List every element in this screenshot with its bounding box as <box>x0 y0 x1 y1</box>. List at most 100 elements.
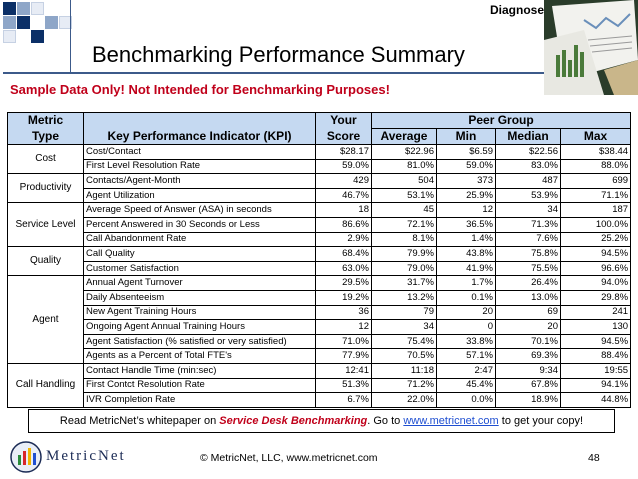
section-label: Diagnose <box>489 3 544 17</box>
header-min: Min <box>436 128 496 145</box>
page-number: 48 <box>588 452 600 464</box>
min-cell: 0.1% <box>436 289 496 306</box>
score-cell: 63.0% <box>315 260 372 277</box>
score-cell: 29.5% <box>315 275 372 291</box>
header-kpi-spacer <box>83 112 316 129</box>
table-row: Agent Annual Agent Turnover 29.5% 31.7% 1.7%… <box>7 275 632 364</box>
average-cell: 70.5% <box>371 348 437 364</box>
score-cell: $28.17 <box>315 144 372 160</box>
kpi-name-cell: Customer Satisfaction <box>83 260 316 277</box>
metric-type-cell: Service Level <box>7 202 84 248</box>
max-cell: 25.2% <box>559 231 632 248</box>
kpi-name-cell: Agent Satisfaction (% satisfied or very … <box>83 333 316 350</box>
max-cell: $38.44 <box>559 144 632 160</box>
logo-wordmark: MetricNet <box>46 448 126 464</box>
max-cell: 29.8% <box>559 289 632 306</box>
median-cell: 75.8% <box>495 246 561 262</box>
average-cell: 79 <box>371 304 437 321</box>
table-row: IVR Completion Rate 6.7% 22.0% 0.0% 18.9% 44.… <box>8 392 632 408</box>
average-cell: 79.9% <box>371 246 437 262</box>
median-cell: 83.0% <box>495 158 561 175</box>
page-title: Benchmarking Performance Summary <box>92 42 465 67</box>
table-row: Agent Satisfaction (% satisfied or very … <box>8 333 632 350</box>
header-metric-line2: Type <box>7 128 84 145</box>
max-cell: 94.5% <box>559 246 632 262</box>
min-cell: 1.7% <box>436 275 496 291</box>
header-peer-group: Peer Group <box>370 112 632 129</box>
metricnet-link[interactable]: www.metricnet.com <box>403 415 499 427</box>
min-cell: 1.4% <box>436 231 496 248</box>
min-cell: 33.8% <box>436 333 496 350</box>
median-cell: 13.0% <box>495 289 561 306</box>
median-cell: 71.3% <box>495 216 561 233</box>
average-cell: 504 <box>371 173 437 189</box>
score-cell: 86.6% <box>315 216 372 233</box>
max-cell: 94.0% <box>559 275 632 291</box>
table-row: Quality Call Quality 68.4% 79.9% 43.8% 75.8% 9… <box>7 246 632 277</box>
average-cell: 31.7% <box>371 275 437 291</box>
header-median: Median <box>495 128 561 145</box>
metric-type-cell: Call Handling <box>7 362 84 408</box>
kpi-summary-table: Metric Your Peer Group Type Key Performa… <box>7 112 632 408</box>
table-row: Agent Utilization 46.7% 53.1% 25.9% 53.9% 71.… <box>8 187 632 204</box>
average-cell: 8.1% <box>371 231 437 248</box>
score-cell: 12 <box>315 319 372 335</box>
max-cell: 19:55 <box>559 362 632 379</box>
table-row: Call Handling Contact Handle Time (min:se… <box>7 362 632 408</box>
table-row: New Agent Training Hours 36 79 20 69 241 <box>8 304 632 321</box>
score-cell: 59.0% <box>315 158 372 175</box>
kpi-table-body: Cost Cost/Contact $28.17 $22.96 $6.59 $22.56 $… <box>7 143 632 408</box>
average-cell: 72.1% <box>371 216 437 233</box>
median-cell: 34 <box>495 202 561 218</box>
average-cell: 75.4% <box>371 333 437 350</box>
copyright-text: © MetricNet, LLC, www.metricnet.com <box>200 452 378 464</box>
header-your-line1: Your <box>315 112 372 129</box>
score-cell: 36 <box>315 304 372 321</box>
average-cell: 79.0% <box>371 260 437 277</box>
min-cell: 45.4% <box>436 377 496 394</box>
median-cell: 7.6% <box>495 231 561 248</box>
median-cell: 9:34 <box>495 362 561 379</box>
kpi-name-cell: Call Abandonment Rate <box>83 231 316 248</box>
max-cell: 96.6% <box>559 260 632 277</box>
median-cell: 75.5% <box>495 260 561 277</box>
table-row: Productivity Contacts/Agent-Month 429 504 37… <box>7 173 632 204</box>
header-max: Max <box>559 128 632 145</box>
max-cell: 100.0% <box>559 216 632 233</box>
score-cell: 18 <box>315 202 372 218</box>
score-cell: 12:41 <box>315 362 372 379</box>
median-cell: 67.8% <box>495 377 561 394</box>
report-photo <box>544 0 638 95</box>
median-cell: 487 <box>495 173 561 189</box>
table-row: Cost Cost/Contact $28.17 $22.96 $6.59 $22.56 $… <box>7 143 632 175</box>
kpi-name-cell: Percent Answered in 30 Seconds or Less <box>83 216 316 233</box>
score-cell: 6.7% <box>315 392 372 408</box>
kpi-name-cell: Call Quality <box>83 246 316 262</box>
kpi-name-cell: Ongoing Agent Annual Training Hours <box>83 319 316 335</box>
min-cell: 41.9% <box>436 260 496 277</box>
min-cell: 12 <box>436 202 496 218</box>
kpi-name-cell: Agent Utilization <box>83 187 316 204</box>
table-row: Agents as a Percent of Total FTE's 77.9% 7… <box>8 348 632 364</box>
max-cell: 187 <box>559 202 632 218</box>
median-cell: 20 <box>495 319 561 335</box>
min-cell: 25.9% <box>436 187 496 204</box>
kpi-name-cell: Contacts/Agent-Month <box>83 173 316 189</box>
table-row: First Contct Resolution Rate 51.3% 71.2% 45… <box>8 377 632 394</box>
max-cell: 71.1% <box>559 187 632 204</box>
min-cell: 57.1% <box>436 348 496 364</box>
score-cell: 46.7% <box>315 187 372 204</box>
min-cell: 2:47 <box>436 362 496 379</box>
median-cell: $22.56 <box>495 144 561 160</box>
average-cell: 53.1% <box>371 187 437 204</box>
banner-middle: . Go to <box>367 415 404 427</box>
median-cell: 53.9% <box>495 187 561 204</box>
median-cell: 18.9% <box>495 392 561 408</box>
score-cell: 19.2% <box>315 289 372 306</box>
disclaimer-subtitle: Sample Data Only! Not Intended for Bench… <box>10 82 390 97</box>
kpi-name-cell: Average Speed of Answer (ASA) in seconds <box>83 202 316 218</box>
min-cell: $6.59 <box>436 144 496 160</box>
average-cell: 81.0% <box>371 158 437 175</box>
score-cell: 68.4% <box>315 246 372 262</box>
header-average: Average <box>371 128 437 145</box>
